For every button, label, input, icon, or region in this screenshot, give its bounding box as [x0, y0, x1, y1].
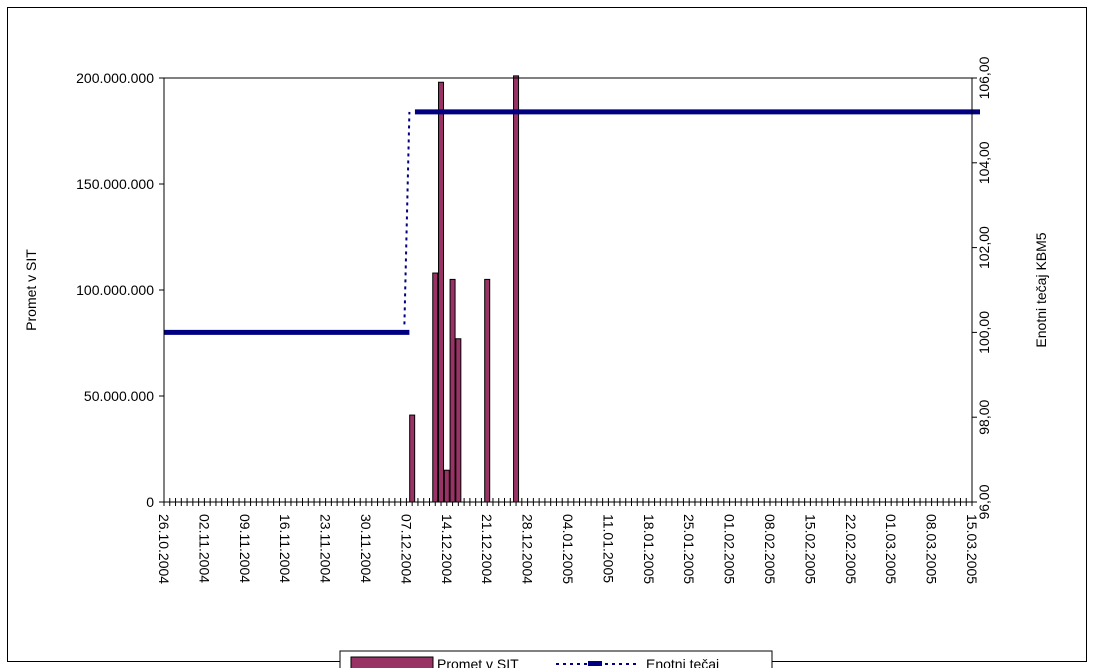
- left-axis-tick-label: 150.000.000: [76, 176, 154, 192]
- x-axis-tick-label: 09.11.2004: [237, 514, 253, 583]
- right-axis-tick-label: 106,00: [976, 56, 992, 99]
- right-axis-tick-label: 98,00: [976, 399, 992, 434]
- bar-promet: [443, 469, 450, 503]
- legend-box: [339, 650, 773, 668]
- bar-promet: [484, 278, 491, 503]
- x-axis-tick-label: 08.02.2005: [762, 514, 778, 584]
- right-axis-tick-label: 100,00: [976, 311, 992, 354]
- left-axis-tick-label: 50.000.000: [84, 388, 154, 404]
- x-axis-tick-label: 14.12.2004: [439, 514, 455, 584]
- legend-swatch-bar: [350, 656, 434, 668]
- right-axis-ticks: 96,00 98,00 100,00 102,00 104,00 106,00: [972, 56, 992, 520]
- bars-promet: [409, 75, 520, 503]
- left-axis-label: Promet v SIT: [23, 249, 39, 331]
- right-axis-tick-label: 104,00: [976, 141, 992, 184]
- x-axis-tick-label: 22.02.2005: [843, 514, 859, 584]
- bar-promet: [449, 278, 456, 503]
- x-axis-tick-label: 16.11.2004: [277, 514, 293, 583]
- x-axis-tick-label: 21.12.2004: [479, 514, 495, 584]
- x-axis-tick-label: 04.01.2005: [560, 514, 576, 584]
- x-axis-tick-label: 01.03.2005: [883, 514, 899, 584]
- x-axis-tick-label: 07.12.2004: [398, 514, 414, 584]
- x-axis-tick-label: 28.12.2004: [520, 514, 536, 584]
- x-axis-tick-label: 30.11.2004: [358, 514, 374, 583]
- bar-promet: [513, 75, 520, 503]
- line-enotni-tecaj: [164, 109, 980, 335]
- plot-area: [163, 77, 973, 503]
- x-axis-tick-label: 15.02.2005: [802, 514, 818, 584]
- right-axis-label: Enotni tečaj KBM5: [1033, 232, 1049, 347]
- right-axis-tick-label: 102,00: [976, 226, 992, 269]
- x-axis-ticks: 26.10.2004 02.11.2004 09.11.2004 16.11.2004…: [156, 498, 980, 584]
- bar-promet: [432, 272, 439, 503]
- x-axis-tick-label: 08.03.2005: [924, 514, 940, 584]
- bar-promet: [409, 414, 416, 503]
- bar-promet: [438, 81, 445, 503]
- left-axis-tick-label: 100.000.000: [76, 282, 154, 298]
- left-axis-tick-label: 0: [146, 494, 154, 510]
- x-axis-tick-label: 01.02.2005: [722, 514, 738, 584]
- left-axis-ticks: 0 50.000.000 100.000.000 150.000.000 200.000…: [76, 70, 164, 510]
- x-axis-tick-label: 15.03.2005: [964, 514, 980, 584]
- x-axis-tick-label: 11.01.2005: [600, 514, 616, 583]
- x-axis-tick-label: 26.10.2004: [156, 514, 172, 584]
- x-axis-tick-label: 02.11.2004: [196, 514, 212, 583]
- x-axis-tick-label: 25.01.2005: [681, 514, 697, 584]
- right-axis-tick-label: 96,00: [976, 484, 992, 519]
- legend-label-enotni: Enotni tečaj: [646, 656, 719, 668]
- line-riser: [403, 111, 411, 325]
- x-axis-tick-label: 18.01.2005: [641, 514, 657, 584]
- x-axis-tick-label: 23.11.2004: [318, 514, 334, 583]
- left-axis-tick-label: 200.000.000: [76, 70, 154, 86]
- legend-label-promet: Promet v SIT: [437, 656, 519, 668]
- bar-promet: [455, 338, 462, 503]
- legend-swatch-marker: [588, 661, 602, 666]
- legend: Promet v SIT Enotni tečaj: [339, 650, 773, 668]
